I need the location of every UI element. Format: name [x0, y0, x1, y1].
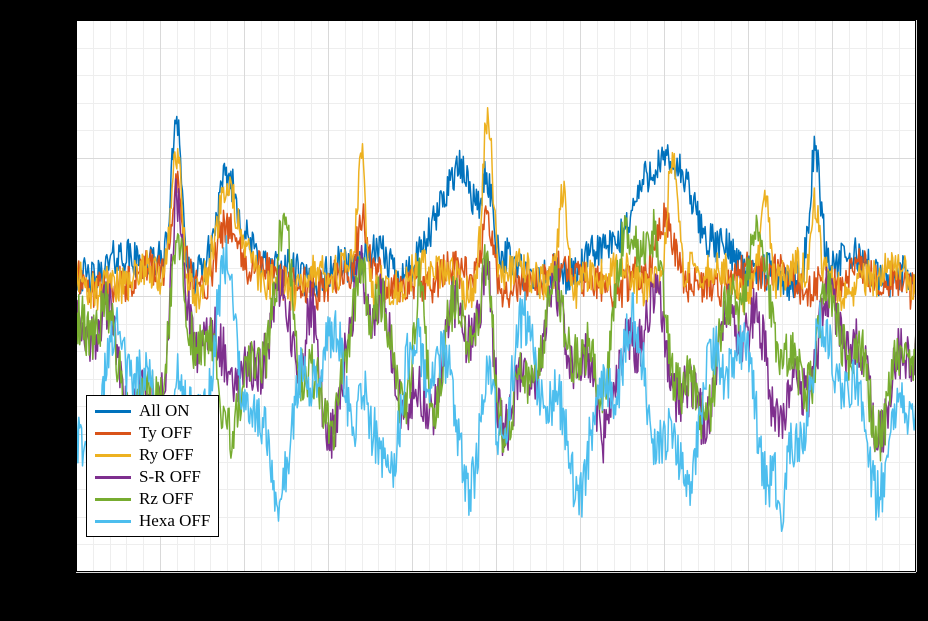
- legend-label: All ON: [139, 401, 190, 421]
- legend-item: Ry OFF: [95, 444, 210, 466]
- legend-label: Ry OFF: [139, 445, 194, 465]
- legend-label: Hexa OFF: [139, 511, 210, 531]
- legend-label: Ty OFF: [139, 423, 192, 443]
- legend-swatch: [95, 498, 131, 501]
- legend-label: Rz OFF: [139, 489, 193, 509]
- legend-swatch: [95, 410, 131, 413]
- legend-swatch: [95, 432, 131, 435]
- legend-label: S-R OFF: [139, 467, 201, 487]
- legend-item: S-R OFF: [95, 466, 210, 488]
- legend-swatch: [95, 476, 131, 479]
- legend-item: Rz OFF: [95, 488, 210, 510]
- legend-item: All ON: [95, 400, 210, 422]
- spectrum-chart: All ONTy OFFRy OFFS-R OFFRz OFFHexa OFF: [0, 0, 928, 621]
- legend-swatch: [95, 454, 131, 457]
- legend-swatch: [95, 520, 131, 523]
- legend-item: Ty OFF: [95, 422, 210, 444]
- legend-item: Hexa OFF: [95, 510, 210, 532]
- legend: All ONTy OFFRy OFFS-R OFFRz OFFHexa OFF: [86, 395, 219, 537]
